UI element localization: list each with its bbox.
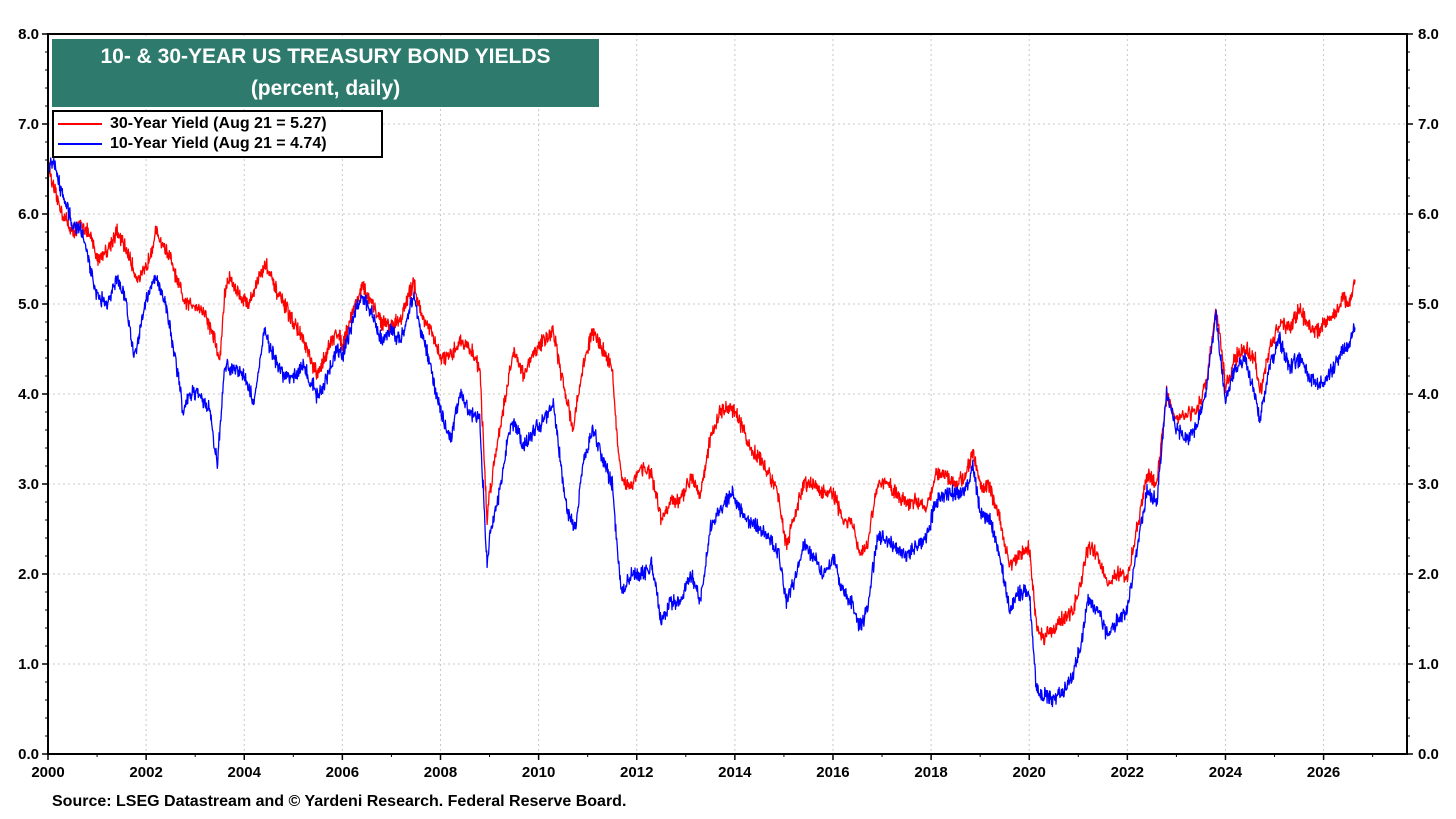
legend-swatch-10-year bbox=[58, 143, 102, 145]
series-line-10-year bbox=[47, 157, 1356, 708]
y-tick-label-left: 1.0 bbox=[18, 656, 39, 673]
legend-item-30-year: 30-Year Yield (Aug 21 = 5.27) bbox=[58, 114, 327, 134]
chart-title-box: 10- & 30-YEAR US TREASURY BOND YIELDS (p… bbox=[52, 39, 599, 107]
y-tick-label-right: 3.0 bbox=[1418, 476, 1439, 493]
y-tick-label-right: 6.0 bbox=[1418, 206, 1439, 223]
legend: 30-Year Yield (Aug 21 = 5.27) 10-Year Yi… bbox=[52, 110, 383, 158]
y-tick-label-right: 5.0 bbox=[1418, 296, 1439, 313]
x-tick-label: 2024 bbox=[1209, 764, 1243, 781]
y-tick-label-right: 4.0 bbox=[1418, 386, 1439, 403]
x-tick-label: 2006 bbox=[326, 764, 359, 781]
chart-title: 10- & 30-YEAR US TREASURY BOND YIELDS bbox=[100, 45, 551, 68]
legend-swatch-30-year bbox=[58, 123, 102, 125]
x-tick-label: 2008 bbox=[424, 764, 457, 781]
x-tick-label: 2004 bbox=[228, 764, 262, 781]
y-tick-label-right: 7.0 bbox=[1418, 116, 1439, 133]
y-tick-label-right: 0.0 bbox=[1418, 746, 1439, 763]
x-tick-label: 2002 bbox=[129, 764, 162, 781]
x-tick-label: 2018 bbox=[914, 764, 947, 781]
y-tick-label-left: 0.0 bbox=[18, 746, 39, 763]
y-tick-label-left: 5.0 bbox=[18, 296, 39, 313]
y-tick-label-right: 1.0 bbox=[1418, 656, 1439, 673]
x-tick-label: 2020 bbox=[1013, 764, 1046, 781]
axis-ticks: 0.0 0.0 1.0 1.0 2.0 2.0 3.0 3.0 4.0 4.0 5.0 5.0 6.0 6… bbox=[18, 26, 1439, 781]
source-note: Source: LSEG Datastream and © Yardeni Re… bbox=[52, 793, 627, 810]
y-tick-label-left: 6.0 bbox=[18, 206, 39, 223]
x-tick-label: 2026 bbox=[1307, 764, 1340, 781]
x-tick-label: 2022 bbox=[1111, 764, 1144, 781]
x-tick-label: 2010 bbox=[522, 764, 555, 781]
y-tick-label-left: 3.0 bbox=[18, 476, 39, 493]
y-tick-label-left: 2.0 bbox=[18, 566, 39, 583]
y-tick-label-left: 4.0 bbox=[18, 386, 39, 403]
x-tick-label: 2016 bbox=[816, 764, 849, 781]
legend-item-10-year: 10-Year Yield (Aug 21 = 4.74) bbox=[58, 134, 327, 154]
series-line-30-year bbox=[47, 159, 1356, 646]
legend-label-30-year: 30-Year Yield (Aug 21 = 5.27) bbox=[110, 115, 327, 132]
legend-label-10-year: 10-Year Yield (Aug 21 = 4.74) bbox=[110, 135, 327, 152]
y-tick-label-left: 8.0 bbox=[18, 26, 39, 43]
x-tick-label: 2014 bbox=[718, 764, 752, 781]
x-tick-label: 2000 bbox=[31, 764, 64, 781]
chart-subtitle: (percent, daily) bbox=[250, 77, 401, 100]
x-tick-label: 2012 bbox=[620, 764, 653, 781]
y-tick-label-left: 7.0 bbox=[18, 116, 39, 133]
series-lines bbox=[47, 157, 1356, 708]
y-tick-label-right: 2.0 bbox=[1418, 566, 1439, 583]
y-tick-label-right: 8.0 bbox=[1418, 26, 1439, 43]
